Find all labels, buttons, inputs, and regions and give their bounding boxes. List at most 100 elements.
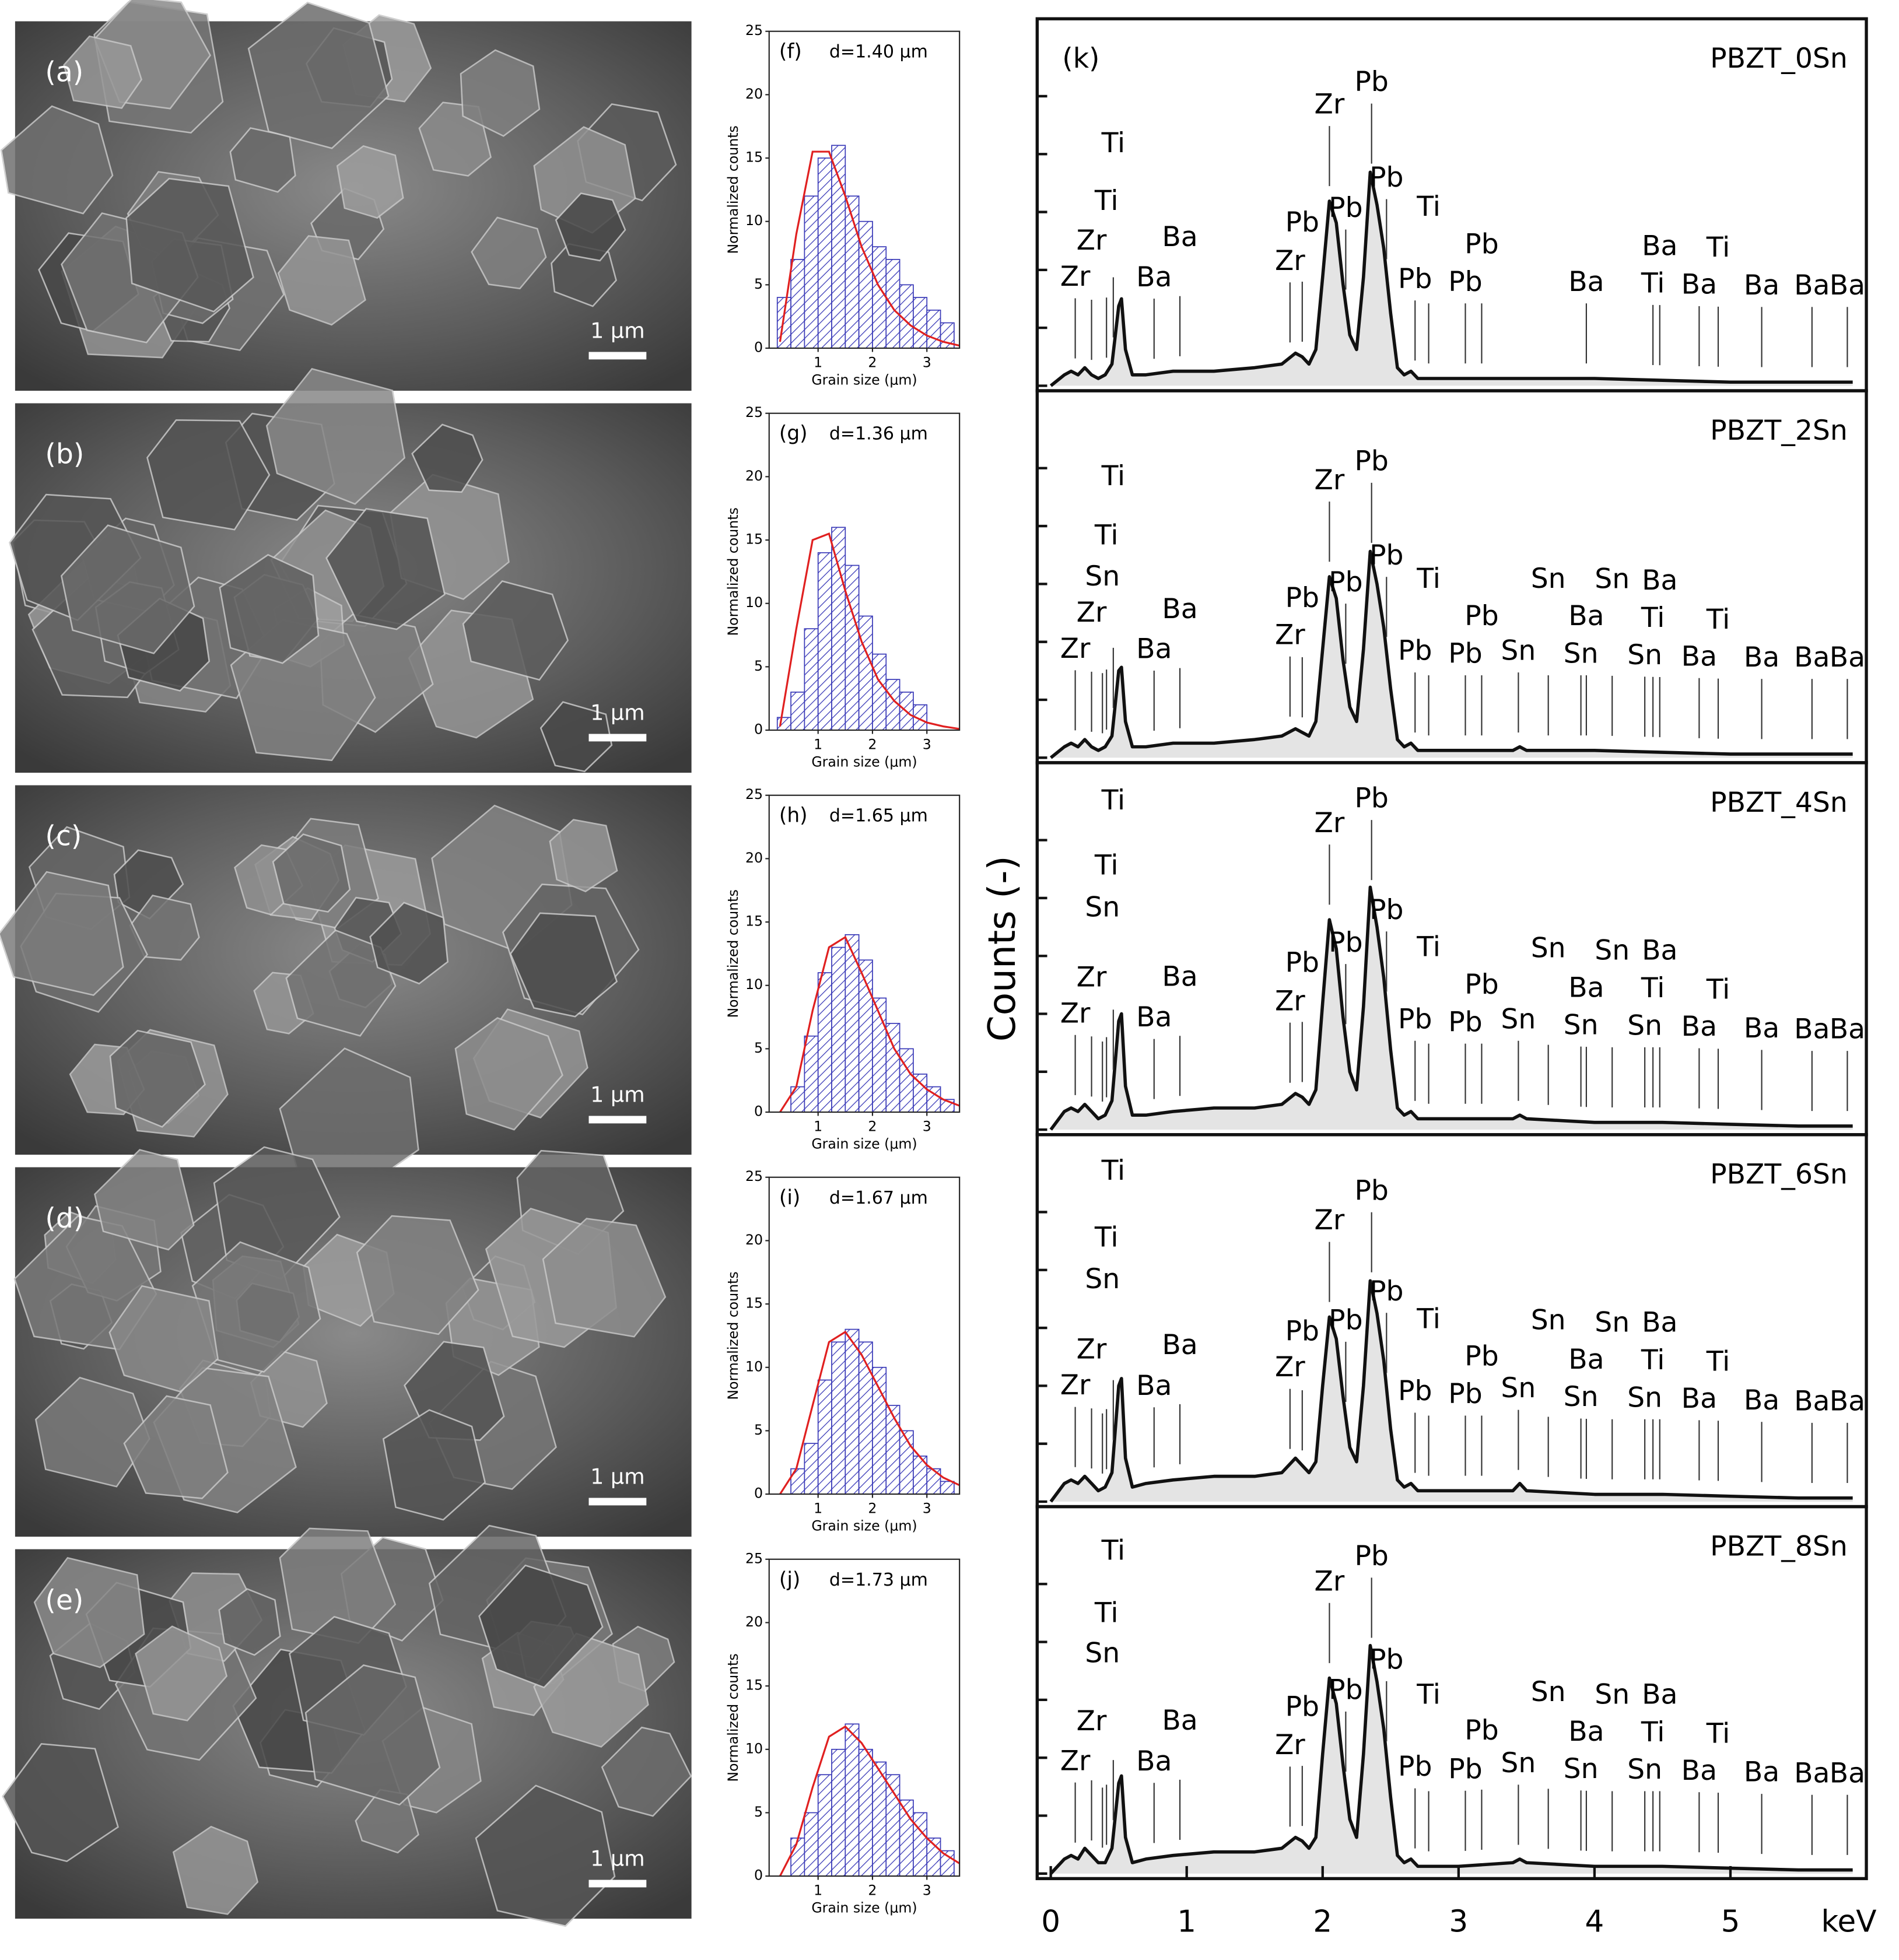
element-label: Ba xyxy=(1794,1014,1830,1046)
grain xyxy=(265,368,405,505)
panel-label: (e) xyxy=(45,1584,83,1617)
element-label: Ba xyxy=(1162,1705,1197,1737)
spectrum-line xyxy=(1049,170,1853,387)
histogram-bar xyxy=(804,195,819,349)
grain xyxy=(356,1215,479,1335)
element-label: Sn xyxy=(1564,638,1599,670)
element-label: Sn xyxy=(1627,639,1662,671)
element-label: Ti xyxy=(1094,519,1119,551)
histogram-bar xyxy=(817,1774,832,1877)
histogram-bar xyxy=(858,220,873,349)
element-label: Ti xyxy=(1416,1678,1441,1710)
grain xyxy=(272,833,351,913)
scale-bar xyxy=(588,1116,647,1124)
element-label: Ti xyxy=(1416,563,1441,595)
x-tick-label: 2 xyxy=(868,1118,877,1134)
element-label: Ba xyxy=(1681,1755,1717,1787)
grain xyxy=(555,192,626,262)
grain xyxy=(601,1726,692,1817)
element-label: Ba xyxy=(1794,1757,1830,1789)
element-label: Sn xyxy=(1564,1753,1599,1785)
element-label: Ba xyxy=(1744,1756,1779,1789)
element-label: Pb xyxy=(1398,1003,1432,1035)
element-label: Sn xyxy=(1595,935,1630,967)
element-label: Pb xyxy=(1354,1174,1388,1207)
histogram-bar xyxy=(776,717,791,731)
histogram-bar xyxy=(817,1379,832,1495)
element-label: Zr xyxy=(1275,245,1305,277)
element-label: Pb xyxy=(1329,1674,1362,1706)
grain xyxy=(63,35,143,109)
element-label: Ti xyxy=(1094,1597,1119,1629)
element-label: Pb xyxy=(1464,1714,1498,1747)
histogram-bar xyxy=(845,1723,860,1877)
x-axis-label: Grain size (μm) xyxy=(811,1135,917,1152)
element-label: Sn xyxy=(1627,1382,1662,1414)
scale-bar xyxy=(588,734,647,742)
histogram-bar xyxy=(940,1850,955,1877)
x-tick-label: 4 xyxy=(1585,1905,1604,1940)
y-axis-label: Normalized counts xyxy=(725,1653,741,1782)
grain xyxy=(336,145,404,219)
y-tick-label: 0 xyxy=(754,1485,763,1502)
element-label: Zr xyxy=(1315,89,1345,121)
panel-label: (c) xyxy=(45,821,82,853)
grain xyxy=(125,177,254,313)
element-label: Zr xyxy=(1275,619,1305,651)
scale-bar-label: 1 µm xyxy=(590,318,645,343)
grain xyxy=(542,1218,667,1338)
element-label: Sn xyxy=(1595,563,1630,595)
plot-frame xyxy=(768,1176,961,1495)
grain xyxy=(34,1376,150,1488)
element-label: Pb xyxy=(1448,1006,1482,1038)
element-label: Ti xyxy=(1416,931,1441,963)
element-label: Ba xyxy=(1568,600,1604,632)
element-label: Sn xyxy=(1085,891,1120,923)
histogram-bar xyxy=(804,1443,819,1495)
histogram-bar xyxy=(885,1405,901,1495)
y-axis-label: Normalized counts xyxy=(725,507,741,636)
element-label: Zr xyxy=(1315,807,1345,839)
x-tick-label: 2 xyxy=(868,1500,877,1516)
histogram-bar xyxy=(817,157,832,349)
element-label: Pb xyxy=(1285,1315,1319,1347)
element-label: Pb xyxy=(1329,927,1362,959)
x-tick-label: 3 xyxy=(923,736,931,752)
x-tick-label: 3 xyxy=(923,1500,931,1516)
grain xyxy=(0,871,124,996)
element-label: Pb xyxy=(1354,66,1388,98)
element-label: Ba xyxy=(1744,1384,1779,1416)
histogram-bar xyxy=(885,259,901,349)
x-axis-label: Grain size (μm) xyxy=(811,1899,917,1916)
x-tick-label: 2 xyxy=(868,736,877,752)
fit-curve xyxy=(779,1330,960,1495)
x-tick-label: 2 xyxy=(868,1882,877,1898)
element-label: Ti xyxy=(1706,1345,1730,1377)
element-label: Pb xyxy=(1398,263,1432,295)
y-tick-label: 0 xyxy=(754,721,763,738)
x-tick-label: 1 xyxy=(814,354,822,370)
histogram-bar xyxy=(804,628,819,731)
element-label: Zr xyxy=(1315,1565,1345,1597)
histogram-bar xyxy=(899,1048,914,1113)
scale-bar-label: 1 µm xyxy=(590,1464,645,1489)
grain xyxy=(218,1588,281,1656)
element-label: Ba xyxy=(1830,1757,1865,1789)
grain xyxy=(478,1564,604,1689)
spectrum-line xyxy=(1049,1279,1853,1503)
element-label: Pb xyxy=(1398,635,1432,667)
grain xyxy=(191,1241,321,1373)
grain xyxy=(277,235,366,326)
histogram-bar xyxy=(940,1481,955,1495)
grain xyxy=(454,1017,563,1131)
histogram-bar xyxy=(817,552,832,731)
element-label: Pb xyxy=(1354,445,1388,477)
element-label: Pb xyxy=(1448,1753,1482,1785)
histogram-bar xyxy=(845,1328,860,1495)
element-label: Sn xyxy=(1564,1009,1599,1041)
y-tick-label: 10 xyxy=(745,1740,763,1756)
element-label: Sn xyxy=(1085,1638,1120,1670)
x-tick-label: 1 xyxy=(1177,1905,1196,1940)
element-label: Ba xyxy=(1162,593,1197,625)
y-tick-label: 0 xyxy=(754,339,763,356)
